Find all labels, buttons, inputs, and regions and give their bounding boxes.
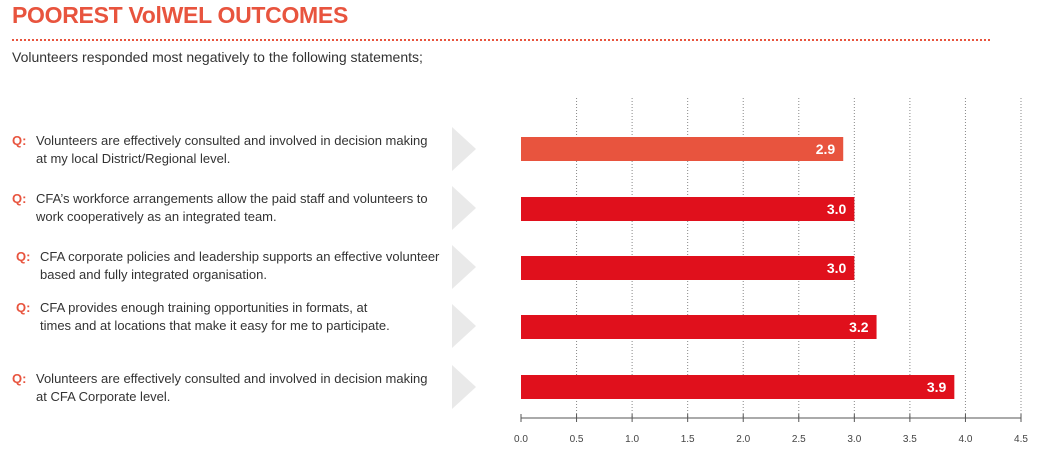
question-item: Q: Volunteers are effectively consulted … (12, 132, 436, 168)
bar (521, 375, 955, 399)
question-text: Volunteers are effectively consulted and… (36, 371, 428, 404)
bar (521, 256, 855, 280)
question-item: Q: Volunteers are effectively consulted … (12, 370, 436, 406)
chevron-right-icon (452, 245, 476, 289)
bar (521, 315, 877, 339)
bar-value-label: 3.9 (927, 379, 947, 395)
bar-value-label: 3.2 (849, 319, 869, 335)
question-item: Q: CFA’s workforce arrangements allow th… (12, 190, 436, 226)
x-tick-label: 3.5 (903, 434, 917, 445)
question-text: CFA’s workforce arrangements allow the p… (36, 191, 428, 224)
x-tick-label: 2.0 (736, 434, 750, 445)
x-tick-label: 0.5 (570, 434, 584, 445)
bar (521, 197, 855, 221)
x-tick-label: 3.0 (847, 434, 861, 445)
question-prefix: Q: (12, 371, 27, 386)
question-item: Q: CFA provides enough training opportun… (16, 299, 400, 335)
question-item: Q: CFA corporate policies and leadership… (16, 248, 440, 284)
x-tick-label: 1.0 (625, 434, 639, 445)
chart-title: POOREST VolWEL OUTCOMES (12, 2, 348, 28)
question-prefix: Q: (12, 133, 27, 148)
question-text: CFA corporate policies and leadership su… (40, 249, 440, 282)
bar (521, 137, 844, 161)
x-tick-label: 1.5 (681, 434, 695, 445)
chart-subtitle: Volunteers responded most negatively to … (12, 49, 423, 65)
question-prefix: Q: (16, 300, 31, 315)
bar-value-label: 2.9 (816, 141, 836, 157)
chevron-right-icon (452, 365, 476, 409)
bar-value-label: 3.0 (827, 260, 847, 276)
question-prefix: Q: (16, 249, 31, 264)
question-text: Volunteers are effectively consulted and… (36, 133, 428, 166)
x-tick-label: 4.0 (958, 434, 972, 445)
question-text: CFA provides enough training opportuniti… (40, 300, 390, 333)
chevron-right-icon (452, 127, 476, 171)
x-tick-label: 0.0 (514, 434, 528, 445)
x-tick-label: 2.5 (792, 434, 806, 445)
question-prefix: Q: (12, 191, 27, 206)
chevron-right-icon (452, 186, 476, 230)
x-tick-label: 4.5 (1014, 434, 1028, 445)
chevron-right-icon (452, 304, 476, 348)
title-divider (12, 39, 990, 41)
bar-value-label: 3.0 (827, 201, 847, 217)
